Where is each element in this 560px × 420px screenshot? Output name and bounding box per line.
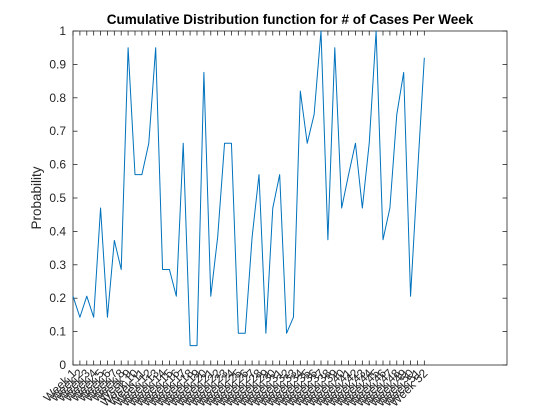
y-tick-label: 0.9 xyxy=(49,57,66,71)
y-ticks: 0 0.1 0.2 0.3 0.4 0.5 0.6 0.7 0.8 0.9 1 xyxy=(49,24,507,372)
y-tick-label: 0.5 xyxy=(49,191,66,205)
y-tick-label: 0.2 xyxy=(49,291,66,305)
y-tick-label: 0 xyxy=(59,358,66,372)
y-tick-label: 0.8 xyxy=(49,91,66,105)
y-tick-label: 0.1 xyxy=(49,325,66,339)
chart-title: Cumulative Distribution function for # o… xyxy=(107,12,474,27)
y-tick-label: 0.7 xyxy=(49,124,66,138)
y-tick-label: 0.4 xyxy=(49,224,66,238)
y-tick-label: 0.6 xyxy=(49,158,66,172)
axes xyxy=(72,30,508,366)
series xyxy=(72,30,425,347)
y-axis-label: Probability xyxy=(29,166,44,229)
y-tick-label: 1 xyxy=(59,24,66,38)
y-tick-label: 0.3 xyxy=(49,258,66,272)
plot-box xyxy=(72,30,508,366)
series-line xyxy=(72,30,425,347)
